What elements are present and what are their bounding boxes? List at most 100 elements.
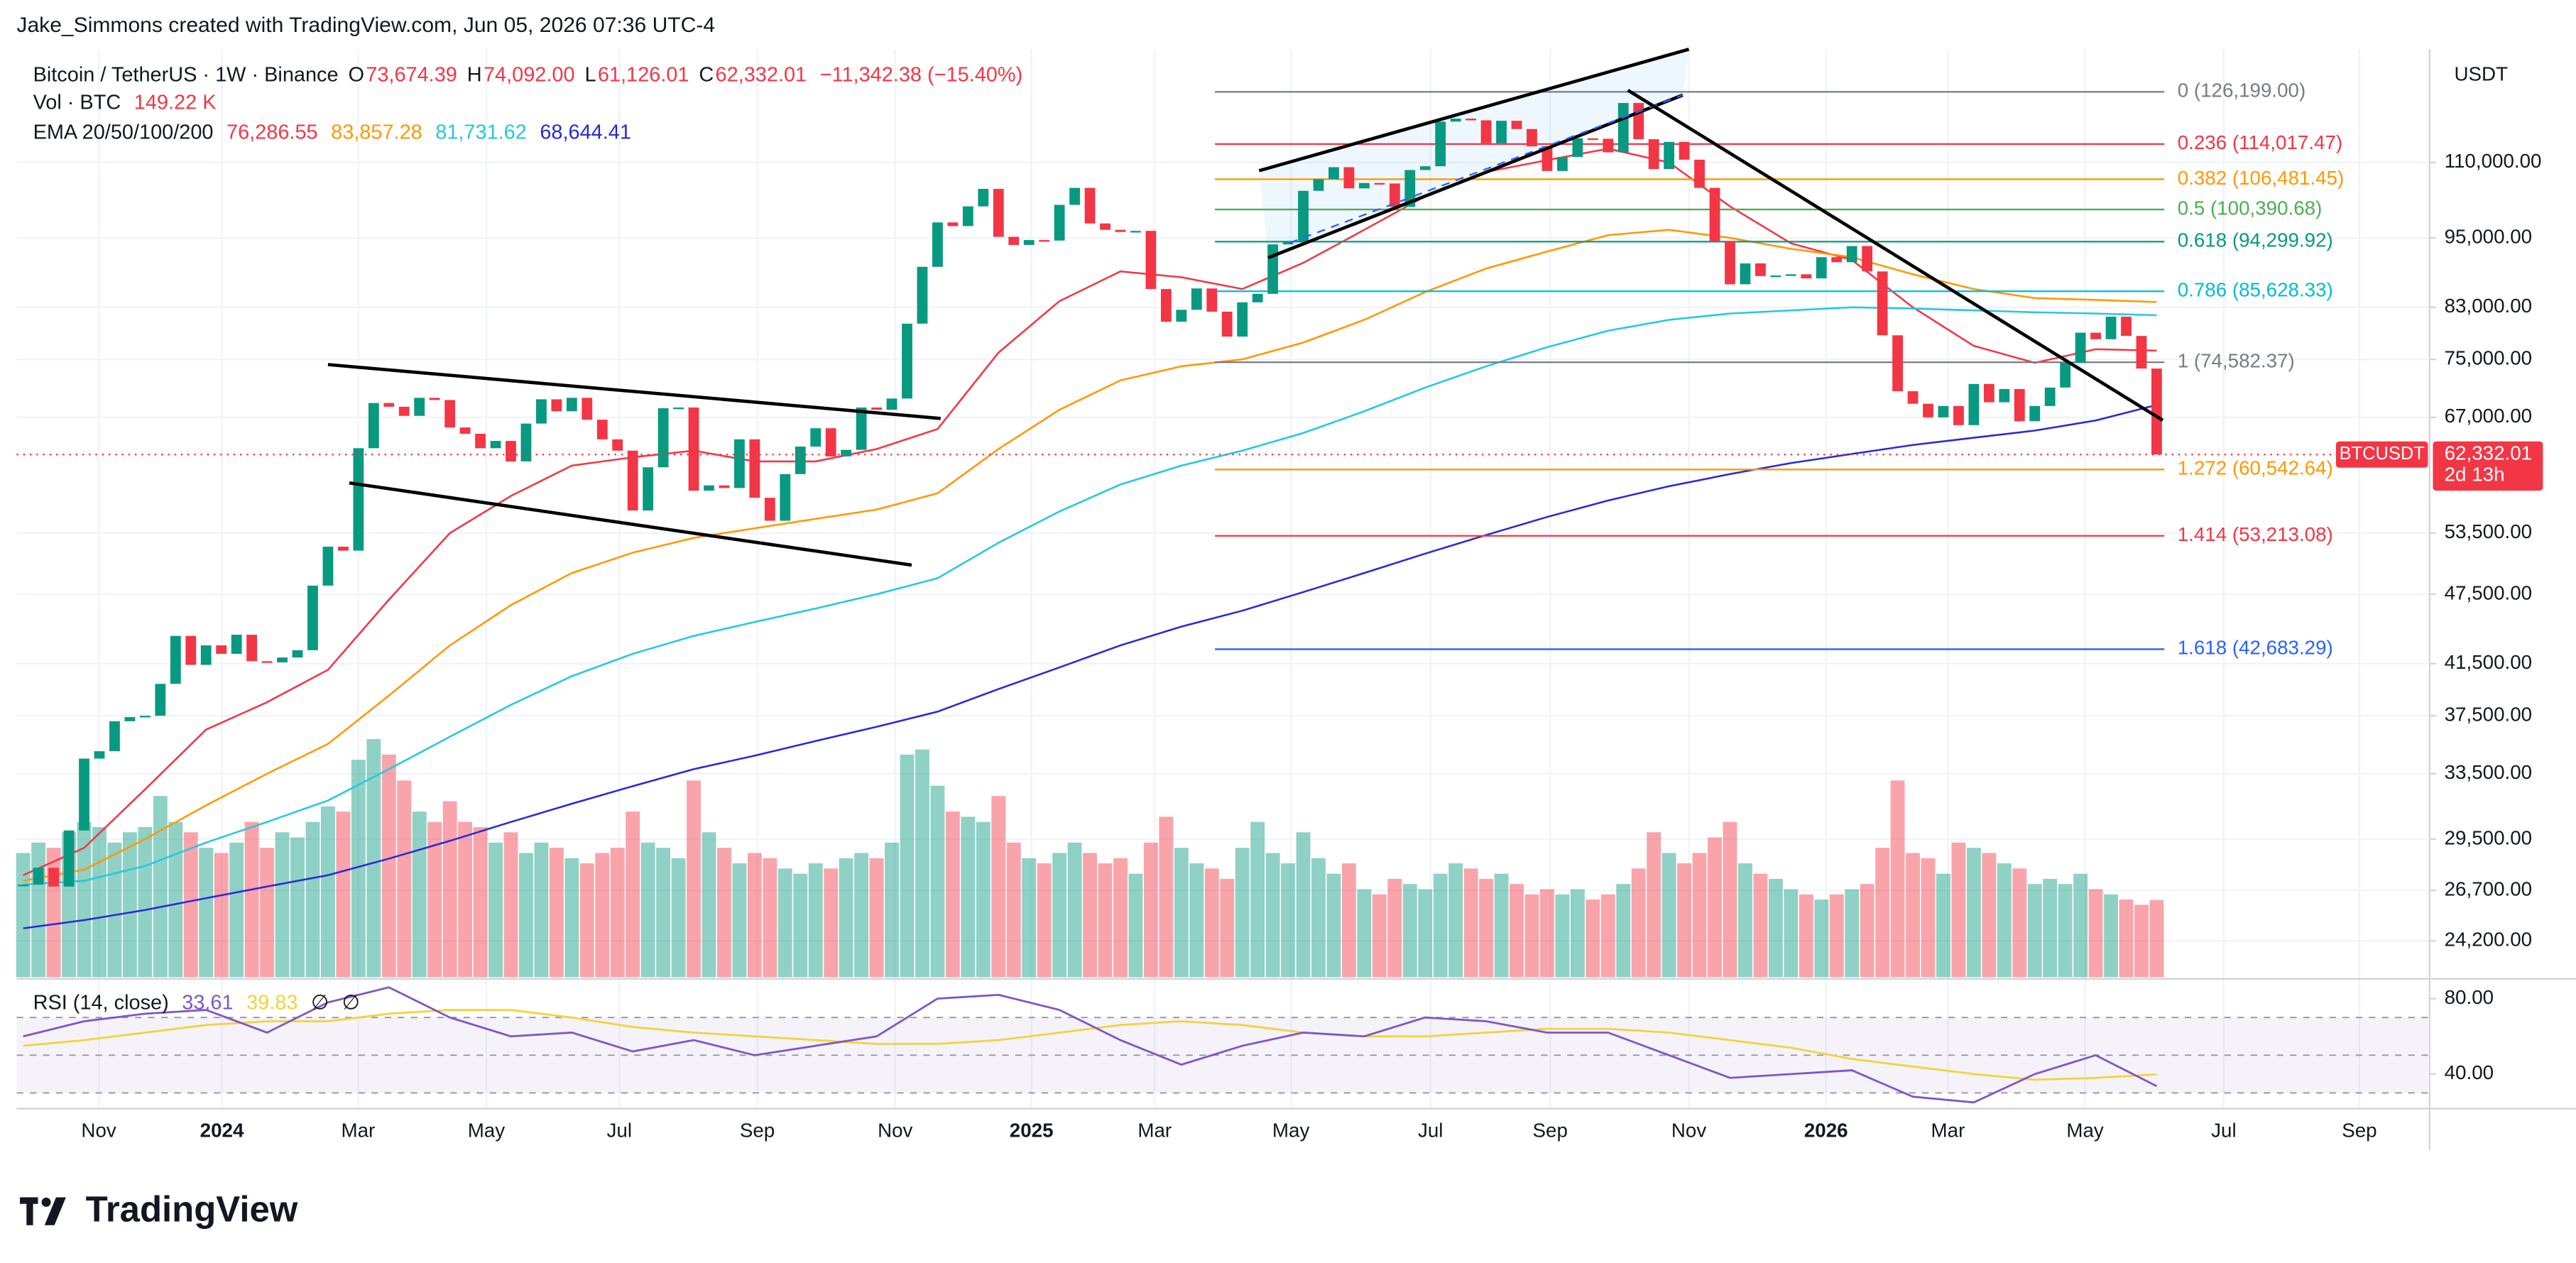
candle bbox=[2090, 332, 2102, 339]
legend-text: C bbox=[699, 63, 714, 86]
volume-bar bbox=[534, 842, 549, 978]
brand[interactable]: TradingView bbox=[86, 1189, 298, 1230]
x-tick-label: Nov bbox=[878, 1119, 912, 1141]
candle bbox=[1191, 288, 1202, 310]
candle bbox=[1877, 271, 1888, 336]
candle bbox=[490, 441, 501, 449]
candle bbox=[1008, 236, 1020, 246]
fib-label: 1.618 (42,683.29) bbox=[2178, 637, 2333, 659]
volume-bar bbox=[1189, 863, 1204, 978]
volume-bar bbox=[1052, 853, 1067, 978]
candle bbox=[1648, 139, 1659, 170]
legend-text: 81,731.62 bbox=[435, 121, 527, 143]
volume-bar bbox=[199, 848, 214, 978]
candle bbox=[582, 398, 593, 420]
fib-label: 0 (126,199.00) bbox=[2178, 80, 2306, 102]
fib-label: 0.618 (94,299.92) bbox=[2178, 229, 2333, 251]
volume-bar bbox=[2043, 878, 2058, 978]
volume-bar bbox=[305, 821, 320, 978]
ema-line bbox=[23, 229, 2157, 882]
candle bbox=[902, 323, 912, 399]
candle bbox=[1054, 204, 1065, 241]
candle bbox=[704, 485, 714, 491]
y-tick-label: 110,000.00 bbox=[2445, 150, 2542, 172]
x-tick-label: Nov bbox=[81, 1119, 116, 1141]
volume-bar bbox=[1463, 868, 1478, 978]
volume-bar bbox=[930, 785, 945, 978]
volume-bar bbox=[1890, 780, 1905, 978]
y-tick-label: 41,500.00 bbox=[2445, 651, 2532, 673]
legend-text: RSI (14, close) bbox=[33, 991, 169, 1014]
candle bbox=[1267, 244, 1279, 294]
x-tick-label: Jul bbox=[1418, 1119, 1443, 1141]
volume-bar bbox=[1829, 894, 1844, 978]
candle bbox=[2136, 336, 2147, 369]
volume-bar bbox=[290, 837, 305, 978]
candle bbox=[596, 420, 608, 439]
candle bbox=[1664, 141, 1675, 170]
candle bbox=[810, 428, 822, 447]
fib-label: 0.382 (106,481.45) bbox=[2178, 167, 2345, 189]
volume-bar bbox=[717, 848, 731, 978]
candle bbox=[1892, 335, 1903, 392]
candle bbox=[139, 716, 151, 718]
legend-text: O bbox=[348, 63, 364, 86]
volume-bar bbox=[1921, 858, 1936, 978]
trend-line bbox=[1627, 89, 2164, 422]
candle bbox=[612, 439, 623, 451]
candle bbox=[231, 635, 242, 654]
candle bbox=[1770, 275, 1781, 278]
volume-bar bbox=[687, 780, 701, 978]
candle bbox=[506, 441, 516, 461]
candle bbox=[2044, 387, 2056, 406]
volume-bar bbox=[595, 853, 610, 978]
candle bbox=[1983, 383, 1994, 403]
logo: TradingView bbox=[20, 1189, 298, 1230]
candle bbox=[1450, 119, 1461, 122]
candle bbox=[2014, 388, 2025, 422]
candle bbox=[1862, 246, 1873, 272]
candle bbox=[1496, 121, 1507, 143]
volume-bar bbox=[397, 780, 412, 978]
legend-text: 73,674.39 bbox=[366, 63, 457, 86]
candle bbox=[1617, 103, 1629, 153]
volume-bar bbox=[214, 853, 229, 978]
volume-bar bbox=[777, 868, 792, 978]
volume-bar bbox=[732, 863, 747, 978]
candle bbox=[1435, 121, 1446, 167]
volume-bar bbox=[1296, 832, 1311, 978]
volume-bar bbox=[2012, 868, 2027, 978]
volume-bar bbox=[2073, 873, 2088, 978]
price-tag-value: 62,332.01 bbox=[2445, 442, 2532, 464]
x-tick-label: Sep bbox=[740, 1119, 775, 1141]
candle bbox=[1527, 129, 1537, 147]
candle bbox=[1023, 240, 1035, 246]
volume-bar bbox=[2134, 904, 2149, 978]
candle bbox=[33, 868, 44, 885]
candle bbox=[932, 222, 943, 267]
volume-bar bbox=[168, 821, 183, 978]
candle bbox=[657, 408, 669, 468]
candle bbox=[1328, 167, 1339, 180]
volume-bar bbox=[1845, 889, 1860, 978]
volume-bar bbox=[2119, 900, 2134, 978]
candle bbox=[917, 266, 928, 324]
candle bbox=[1343, 167, 1355, 189]
fib-label: 0.5 (100,390.68) bbox=[2178, 197, 2323, 219]
rsi-ma-line bbox=[23, 1009, 2157, 1081]
volume-bar bbox=[1906, 853, 1920, 978]
candle bbox=[1938, 405, 1949, 417]
legend-text: 33.61 bbox=[182, 991, 233, 1014]
volume-bar bbox=[1098, 863, 1113, 978]
candle bbox=[1572, 138, 1583, 158]
currency: USDT bbox=[2455, 63, 2509, 85]
trend-line bbox=[349, 481, 912, 567]
candle bbox=[398, 406, 410, 416]
candle bbox=[1603, 138, 1614, 153]
volume-bar bbox=[793, 873, 808, 978]
x-tick-label: Mar bbox=[1137, 1119, 1172, 1141]
volume-bar bbox=[2088, 889, 2103, 978]
fib-label: 0.236 (114,017.47) bbox=[2178, 131, 2342, 153]
